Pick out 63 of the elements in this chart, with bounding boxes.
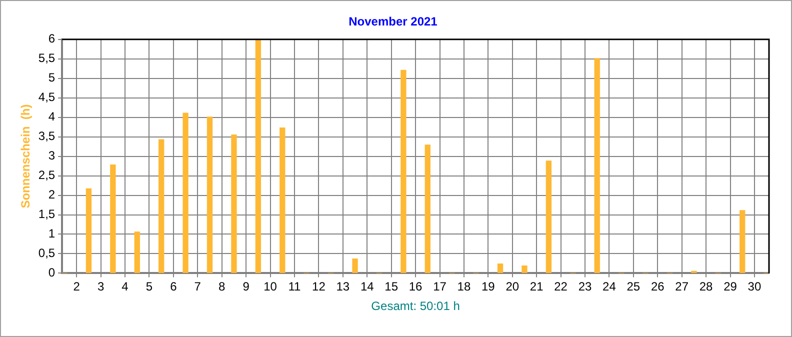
bar bbox=[352, 258, 358, 274]
y-tick-label: 0 bbox=[48, 266, 56, 280]
x-tick-label: 20 bbox=[506, 280, 520, 294]
x-tick-label: 3 bbox=[97, 280, 104, 294]
bar bbox=[522, 265, 528, 274]
bar bbox=[594, 58, 600, 274]
bar bbox=[206, 116, 213, 274]
x-tick-label: 9 bbox=[242, 280, 250, 294]
bar bbox=[497, 264, 504, 274]
x-tick-label: 25 bbox=[626, 280, 640, 294]
chart-title: November 2021 bbox=[348, 14, 438, 29]
x-tick-label: 6 bbox=[170, 280, 178, 294]
y-tick-label: 2 bbox=[48, 188, 56, 202]
x-tick-label: 19 bbox=[481, 280, 496, 294]
x-tick-label: 7 bbox=[194, 280, 202, 294]
y-tick-label: 1 bbox=[48, 226, 56, 241]
x-tick-label: 22 bbox=[554, 280, 568, 294]
y-tick-label: 5 bbox=[48, 70, 56, 85]
x-tick-label: 12 bbox=[312, 280, 326, 294]
x-tick-label: 26 bbox=[650, 280, 665, 294]
y-tick-label: 1,5 bbox=[38, 207, 56, 222]
bar bbox=[86, 188, 92, 274]
x-tick-label: 27 bbox=[675, 280, 689, 294]
bar bbox=[740, 210, 746, 274]
bar bbox=[400, 70, 406, 274]
y-axis-title: Sonnenschein (h) bbox=[18, 104, 33, 208]
x-tick-label: 23 bbox=[578, 280, 592, 294]
x-tick-label: 21 bbox=[530, 280, 544, 294]
bar bbox=[182, 112, 188, 274]
x-tick-label: 18 bbox=[457, 280, 471, 294]
y-tick-label: 6 bbox=[48, 32, 56, 46]
x-tick-label: 8 bbox=[218, 280, 226, 294]
bar bbox=[110, 164, 116, 274]
bar bbox=[158, 139, 164, 274]
y-tick-label: 3,5 bbox=[38, 129, 56, 144]
x-tick-label: 14 bbox=[360, 280, 374, 294]
y-tick-label: 2,5 bbox=[38, 168, 56, 182]
bar bbox=[280, 128, 286, 274]
y-tick-label: 3 bbox=[48, 148, 56, 163]
bar bbox=[546, 160, 552, 274]
y-tick-label: 0,5 bbox=[38, 246, 56, 260]
x-tick-label: 13 bbox=[336, 280, 350, 294]
bar bbox=[231, 134, 237, 274]
x-tick-label: 16 bbox=[408, 280, 423, 294]
x-tick-label: 30 bbox=[748, 280, 762, 294]
x-tick-label: 24 bbox=[602, 280, 616, 294]
x-tick-label: 17 bbox=[433, 280, 447, 294]
y-tick-label: 5,5 bbox=[38, 51, 56, 66]
y-tick-label: 4 bbox=[48, 110, 56, 124]
bar bbox=[134, 232, 140, 274]
bar bbox=[691, 270, 697, 274]
y-tick-label: 4,5 bbox=[38, 90, 56, 104]
x-tick-label: 10 bbox=[264, 280, 278, 294]
x-tick-label: 2 bbox=[73, 280, 80, 294]
bar bbox=[424, 144, 430, 274]
x-tick-label: 4 bbox=[122, 280, 129, 294]
x-tick-label: 28 bbox=[699, 280, 714, 294]
x-tick-label: 15 bbox=[384, 280, 398, 294]
x-tick-label: 11 bbox=[288, 280, 302, 294]
bar bbox=[255, 39, 262, 274]
x-axis-title: Gesamt: 50:01 h bbox=[371, 299, 460, 314]
x-tick-label: 29 bbox=[724, 280, 738, 294]
x-tick-label: 5 bbox=[146, 280, 153, 294]
